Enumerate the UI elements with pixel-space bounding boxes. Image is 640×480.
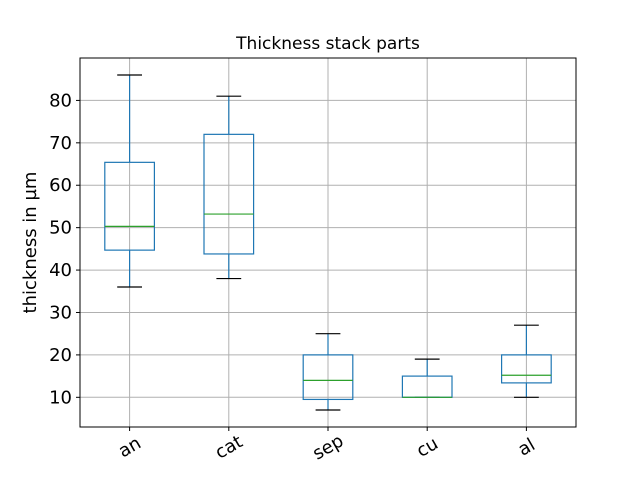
chart-title: Thickness stack parts xyxy=(235,34,420,54)
y-tick-label: 80 xyxy=(49,90,72,111)
boxes xyxy=(104,74,552,411)
box-sep xyxy=(302,333,354,411)
y-axis-label: thickness in µm xyxy=(20,172,41,314)
y-tick-label: 40 xyxy=(49,260,72,281)
box-cat xyxy=(203,95,255,280)
y-tick-label: 30 xyxy=(49,302,72,323)
iqr-box xyxy=(302,354,354,401)
y-tick-label: 20 xyxy=(49,345,72,366)
iqr-box xyxy=(104,161,156,251)
box-cu xyxy=(401,358,453,398)
iqr-box xyxy=(203,133,255,255)
y-tick-label: 50 xyxy=(49,218,72,239)
y-tick-label: 10 xyxy=(49,387,72,408)
y-tick-label: 60 xyxy=(49,175,72,196)
grid xyxy=(80,58,576,427)
box-al xyxy=(501,324,552,398)
iqr-box xyxy=(501,354,552,384)
box-an xyxy=(104,74,156,288)
y-axis-ticks: 10 20 30 40 50 60 70 80 xyxy=(49,90,80,408)
y-tick-label: 70 xyxy=(49,133,72,154)
